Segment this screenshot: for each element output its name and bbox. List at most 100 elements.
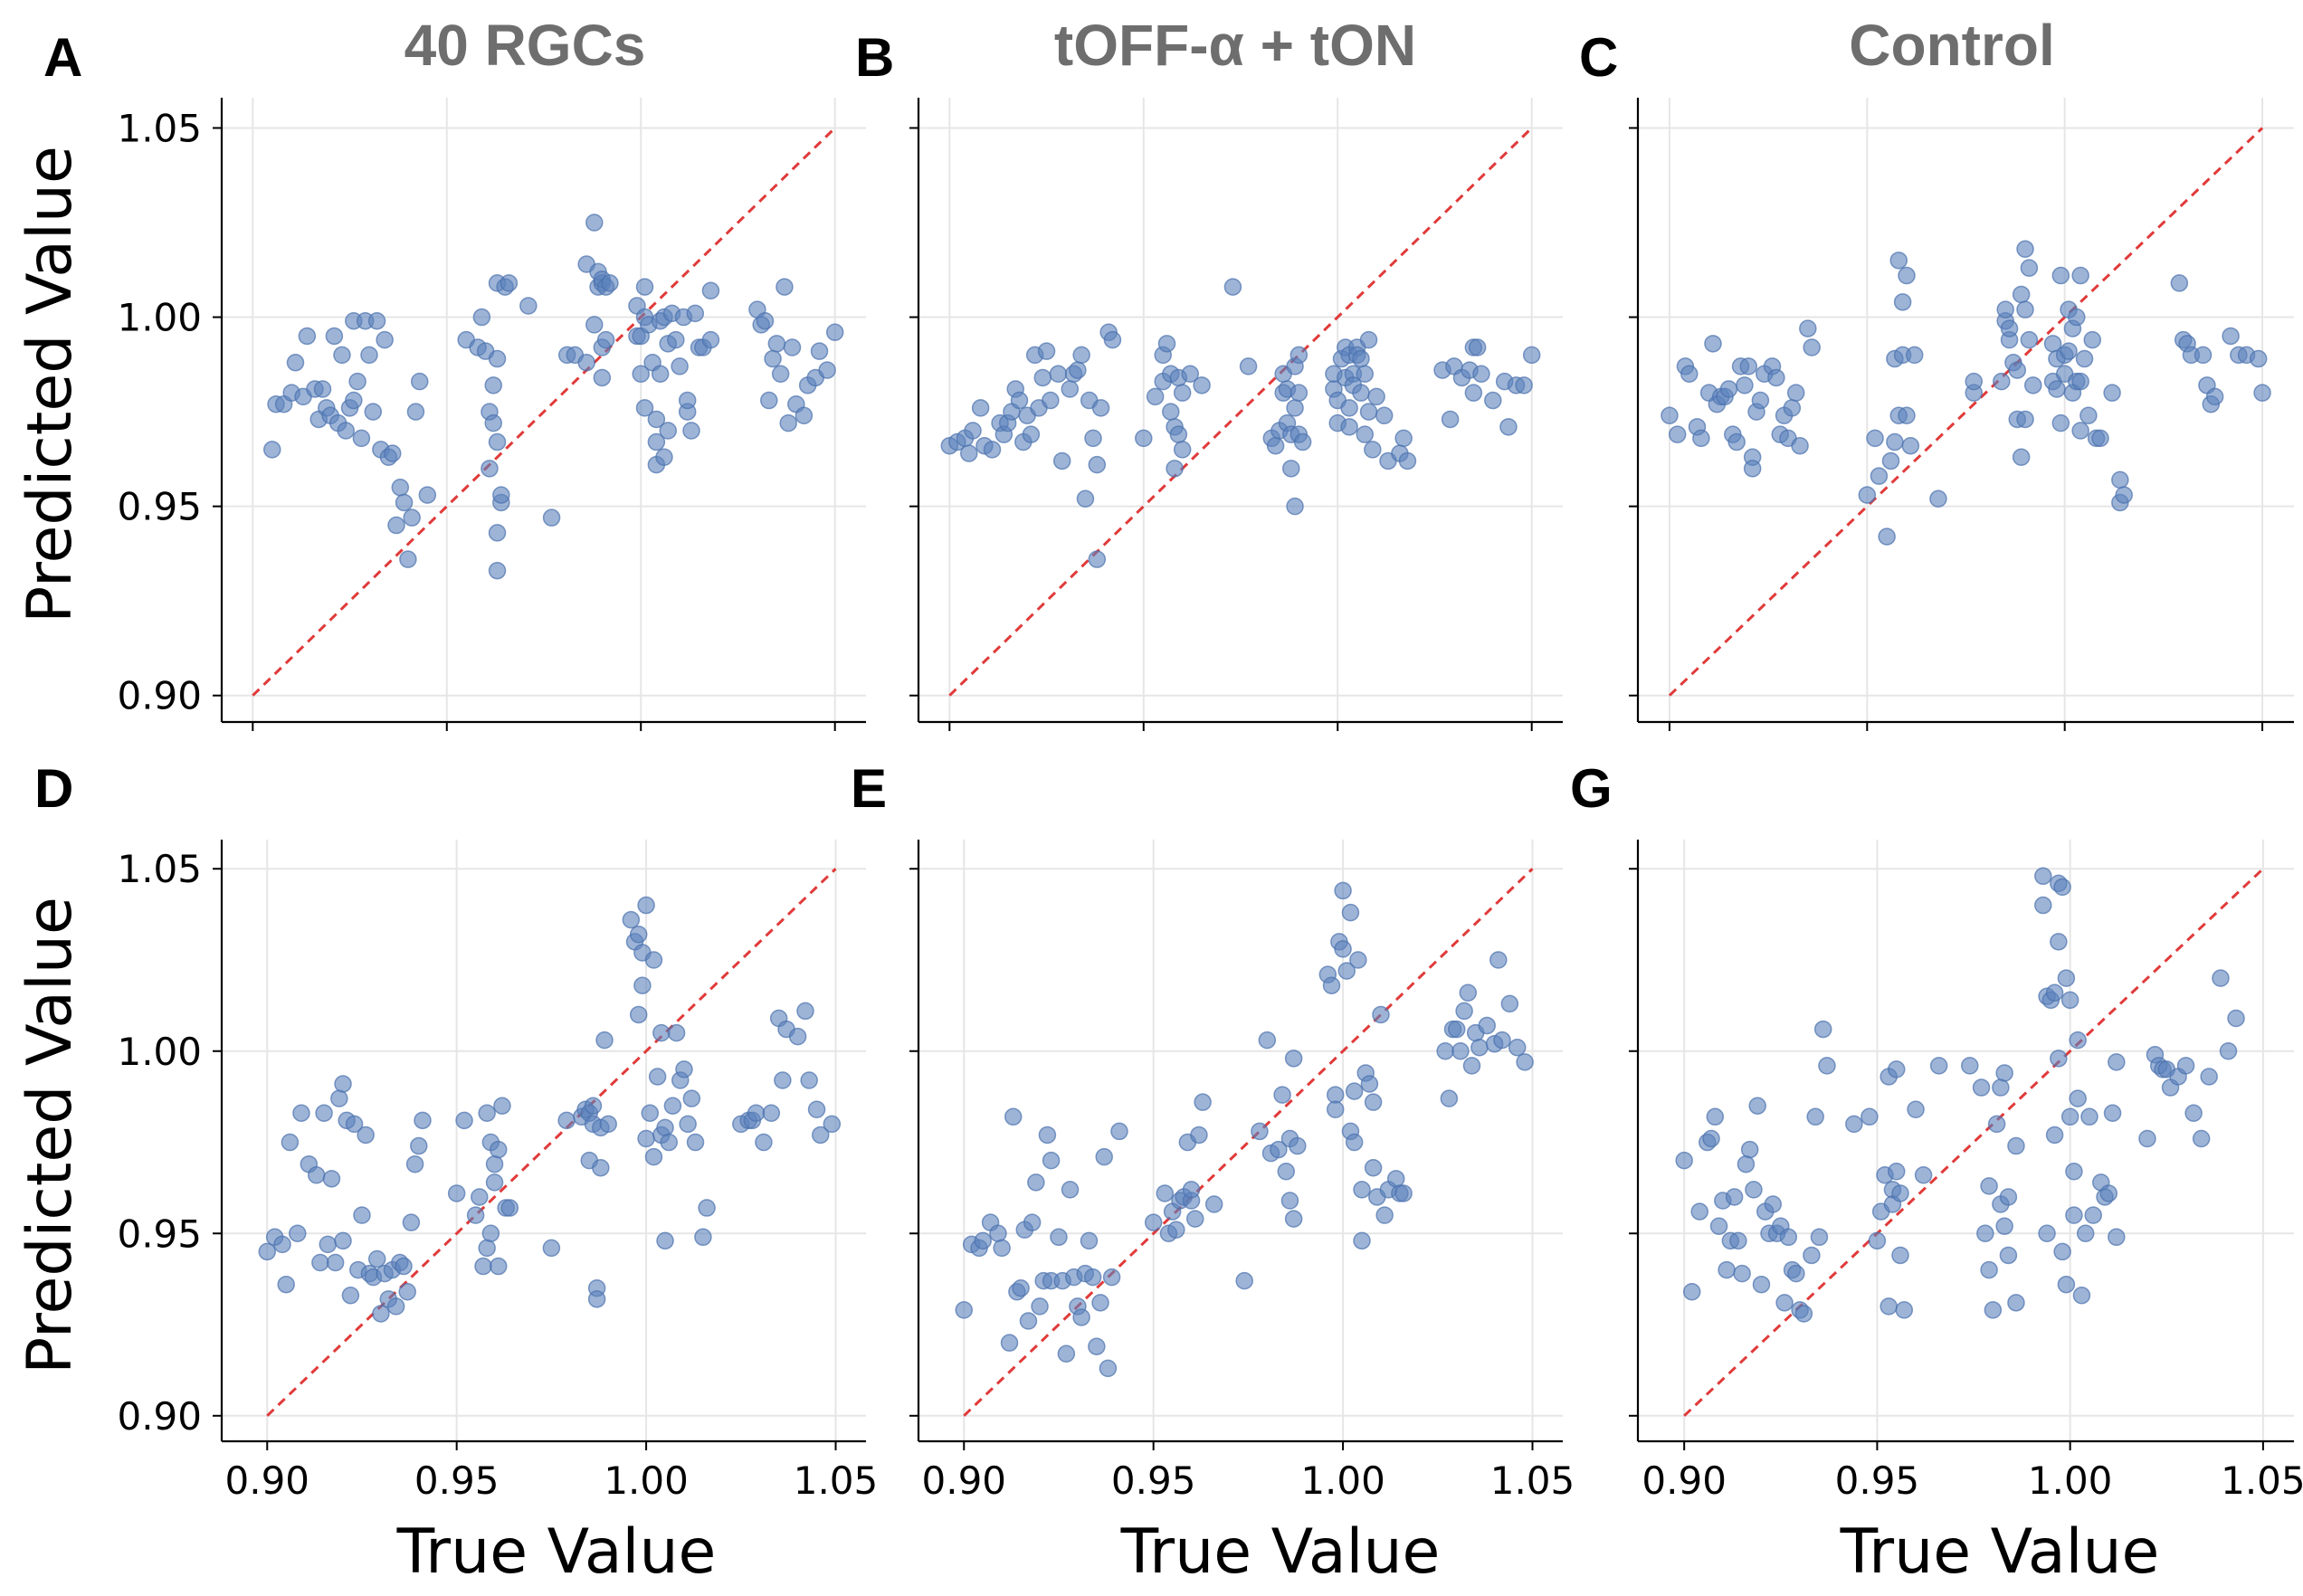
data-point-d-38 xyxy=(447,1184,466,1202)
data-point-g-28 xyxy=(1794,1305,1813,1323)
data-point-g-10 xyxy=(1725,1188,1744,1206)
data-point-e-95 xyxy=(1462,1057,1481,1075)
data-point-b-62 xyxy=(1286,497,1304,516)
data-point-e-103 xyxy=(1508,1038,1527,1057)
data-point-d-70 xyxy=(629,926,648,944)
data-point-g-66 xyxy=(2034,867,2052,886)
data-point-g-89 xyxy=(2084,1206,2102,1224)
data-point-g-6 xyxy=(1709,1217,1728,1235)
data-point-d-21 xyxy=(353,1206,371,1224)
panel-e: 0.90 0.95 1.00 1.05 xyxy=(909,840,1575,1503)
data-point-g-106 xyxy=(2200,1068,2218,1086)
data-point-e-58 xyxy=(1280,1192,1299,1210)
data-point-b-101 xyxy=(1464,384,1483,402)
data-point-b-104 xyxy=(1472,365,1490,384)
data-point-g-72 xyxy=(2045,1126,2064,1145)
data-point-g-57 xyxy=(1987,1115,2006,1134)
data-point-c-29 xyxy=(1791,436,1809,455)
data-point-g-104 xyxy=(2184,1104,2203,1123)
data-point-b-21 xyxy=(1042,391,1060,410)
data-point-c-5 xyxy=(1692,429,1710,448)
data-point-e-47 xyxy=(1190,1126,1208,1145)
data-point-b-22 xyxy=(1049,365,1068,384)
data-point-g-44 xyxy=(1887,1163,1906,1181)
data-point-e-60 xyxy=(1284,1210,1303,1228)
data-point-g-96 xyxy=(2138,1129,2156,1148)
data-point-a-12 xyxy=(325,327,344,346)
x-tick-label-d-2: 1.00 xyxy=(604,1458,689,1503)
data-point-c-16 xyxy=(1739,357,1758,375)
data-point-e-75 xyxy=(1353,1181,1371,1199)
data-point-c-30 xyxy=(1799,319,1817,337)
data-point-e-97 xyxy=(1470,1038,1489,1057)
data-point-c-49 xyxy=(1965,372,1983,391)
data-point-e-79 xyxy=(1364,1093,1383,1111)
data-point-b-36 xyxy=(1135,429,1153,448)
data-point-c-85 xyxy=(2083,330,2102,349)
data-point-c-104 xyxy=(2253,384,2271,402)
data-point-d-30 xyxy=(386,1297,405,1316)
data-point-e-67 xyxy=(1334,940,1352,958)
data-point-g-103 xyxy=(2176,1057,2195,1075)
panel-title-c: Control xyxy=(1849,13,2055,78)
data-point-e-70 xyxy=(1341,903,1360,922)
x-tick-label-d-1: 0.95 xyxy=(414,1458,500,1503)
data-point-c-3 xyxy=(1680,365,1699,384)
x-tick-label-d-3: 1.05 xyxy=(794,1458,879,1503)
data-point-a-54 xyxy=(519,297,538,315)
data-point-d-65 xyxy=(592,1158,610,1177)
data-point-a-75 xyxy=(635,399,654,417)
data-point-e-72 xyxy=(1345,1082,1364,1100)
data-point-b-77 xyxy=(1340,418,1358,436)
data-point-a-60 xyxy=(585,214,604,232)
data-point-e-0 xyxy=(955,1301,974,1319)
data-point-c-11 xyxy=(1719,380,1738,398)
data-point-d-35 xyxy=(405,1154,424,1173)
data-point-a-20 xyxy=(352,429,371,448)
data-point-d-26 xyxy=(372,1305,390,1323)
data-point-e-73 xyxy=(1345,1133,1364,1152)
data-point-a-30 xyxy=(391,478,410,497)
data-point-c-63 xyxy=(2020,330,2039,349)
data-point-b-31 xyxy=(1088,455,1107,474)
data-point-a-41 xyxy=(481,460,499,478)
data-point-e-98 xyxy=(1478,1016,1496,1035)
data-point-c-96 xyxy=(2194,346,2213,365)
data-point-b-16 xyxy=(1022,425,1041,443)
data-point-c-36 xyxy=(1881,451,1900,470)
data-point-d-88 xyxy=(675,1060,693,1078)
data-point-c-103 xyxy=(2249,349,2268,368)
data-point-a-23 xyxy=(364,403,383,421)
data-point-c-31 xyxy=(1803,338,1821,356)
data-point-d-45 xyxy=(481,1224,500,1243)
data-point-d-67 xyxy=(599,1115,617,1134)
data-point-b-94 xyxy=(1394,429,1413,448)
data-point-d-76 xyxy=(641,1104,660,1123)
panel-a: 0.90 0.95 1.00 1.05 xyxy=(117,98,866,731)
data-point-g-43 xyxy=(1887,1060,1906,1078)
data-point-c-23 xyxy=(1767,368,1785,387)
data-point-a-9 xyxy=(313,380,332,398)
data-point-c-27 xyxy=(1783,399,1802,417)
y-tick-label-d-0: 0.90 xyxy=(117,1394,202,1439)
data-point-e-87 xyxy=(1394,1184,1413,1202)
data-point-d-106 xyxy=(807,1100,826,1118)
data-point-a-112 xyxy=(795,406,814,425)
data-point-b-24 xyxy=(1061,380,1080,398)
data-point-a-104 xyxy=(760,391,778,410)
data-point-a-110 xyxy=(783,338,802,356)
data-point-a-24 xyxy=(367,311,386,330)
data-point-a-28 xyxy=(383,444,402,462)
data-point-b-91 xyxy=(1375,406,1394,425)
y-tick-label-a-2: 1.00 xyxy=(117,296,202,340)
data-point-d-9 xyxy=(311,1253,329,1272)
data-point-d-14 xyxy=(330,1089,348,1107)
data-point-g-26 xyxy=(1787,1264,1805,1283)
data-point-b-107 xyxy=(1499,418,1518,436)
data-point-d-6 xyxy=(292,1104,310,1123)
data-point-d-8 xyxy=(307,1166,326,1184)
data-point-d-73 xyxy=(633,976,652,994)
data-point-g-45 xyxy=(1891,1184,1909,1202)
data-point-a-4 xyxy=(286,353,305,372)
